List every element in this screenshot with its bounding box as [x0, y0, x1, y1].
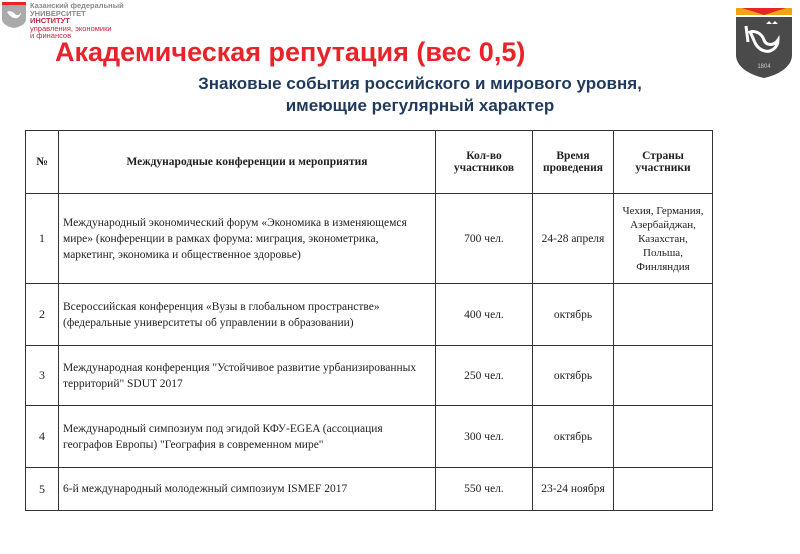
row-countries	[613, 283, 713, 346]
row-event: Международный экономический форум «Эконо…	[58, 193, 436, 284]
row-countries	[613, 467, 713, 511]
header-count: Кол-во участников	[435, 130, 533, 194]
table-row: 1 Международный экономический форум «Эко…	[25, 193, 713, 284]
row-num: 2	[25, 283, 59, 346]
row-time: октябрь	[532, 345, 614, 406]
header-countries: Страны участники	[613, 130, 713, 194]
kfu-logo-small	[2, 2, 26, 28]
row-event: Международный симпозиум под эгидой КФУ-E…	[58, 405, 436, 468]
emblem-year: 1804	[757, 64, 771, 70]
table-row: 2 Всероссийская конференция «Вузы в глоб…	[25, 283, 713, 346]
row-time: 23-24 ноября	[532, 467, 614, 511]
header-event: Международные конференции и мероприятия	[58, 130, 436, 194]
row-count: 400 чел.	[435, 283, 533, 346]
row-event: Международная конференция "Устойчивое ра…	[58, 345, 436, 406]
page-subtitle: Знаковые события российского и мирового …	[120, 73, 720, 117]
table-row: 5 6-й международный молодежный симпозиум…	[25, 467, 713, 511]
university-name: Казанский федеральный УНИВЕРСИТЕТ ИНСТИТ…	[30, 2, 124, 40]
row-time: октябрь	[532, 283, 614, 346]
kfu-emblem: 1804	[736, 8, 792, 78]
row-time: октябрь	[532, 405, 614, 468]
institute-line: управления, экономики	[30, 23, 112, 33]
row-event: 6-й международный молодежный симпозиум I…	[58, 467, 436, 511]
page-title: Академическая репутация (вес 0,5)	[55, 37, 526, 67]
university-line: Казанский федеральный	[30, 1, 124, 10]
table-row: 4 Международный симпозиум под эгидой КФУ…	[25, 405, 713, 468]
table-header-row: № Международные конференции и мероприяти…	[25, 130, 713, 194]
row-countries	[613, 405, 713, 468]
institute-line: и финансов	[30, 31, 72, 40]
row-num: 3	[25, 345, 59, 406]
university-line: УНИВЕРСИТЕТ	[30, 8, 86, 18]
row-num: 1	[25, 193, 59, 284]
institute-line: ИНСТИТУТ	[30, 16, 70, 25]
row-countries: Чехия, Германия, Азербайджан, Казахстан,…	[613, 193, 713, 284]
row-count: 550 чел.	[435, 467, 533, 511]
row-count: 250 чел.	[435, 345, 533, 406]
row-count: 300 чел.	[435, 405, 533, 468]
subtitle-line: Знаковые события российского и мирового …	[198, 74, 642, 93]
table-row: 3 Международная конференция "Устойчивое …	[25, 345, 713, 406]
header-time: Время проведения	[532, 130, 614, 194]
subtitle-line: имеющие регулярный характер	[285, 96, 555, 115]
events-table: № Международные конференции и мероприяти…	[25, 130, 713, 511]
row-event: Всероссийская конференция «Вузы в глобал…	[58, 283, 436, 346]
row-time: 24-28 апреля	[532, 193, 614, 284]
row-countries	[613, 345, 713, 406]
row-num: 4	[25, 405, 59, 468]
row-num: 5	[25, 467, 59, 511]
row-count: 700 чел.	[435, 193, 533, 284]
header-num: №	[25, 130, 59, 194]
